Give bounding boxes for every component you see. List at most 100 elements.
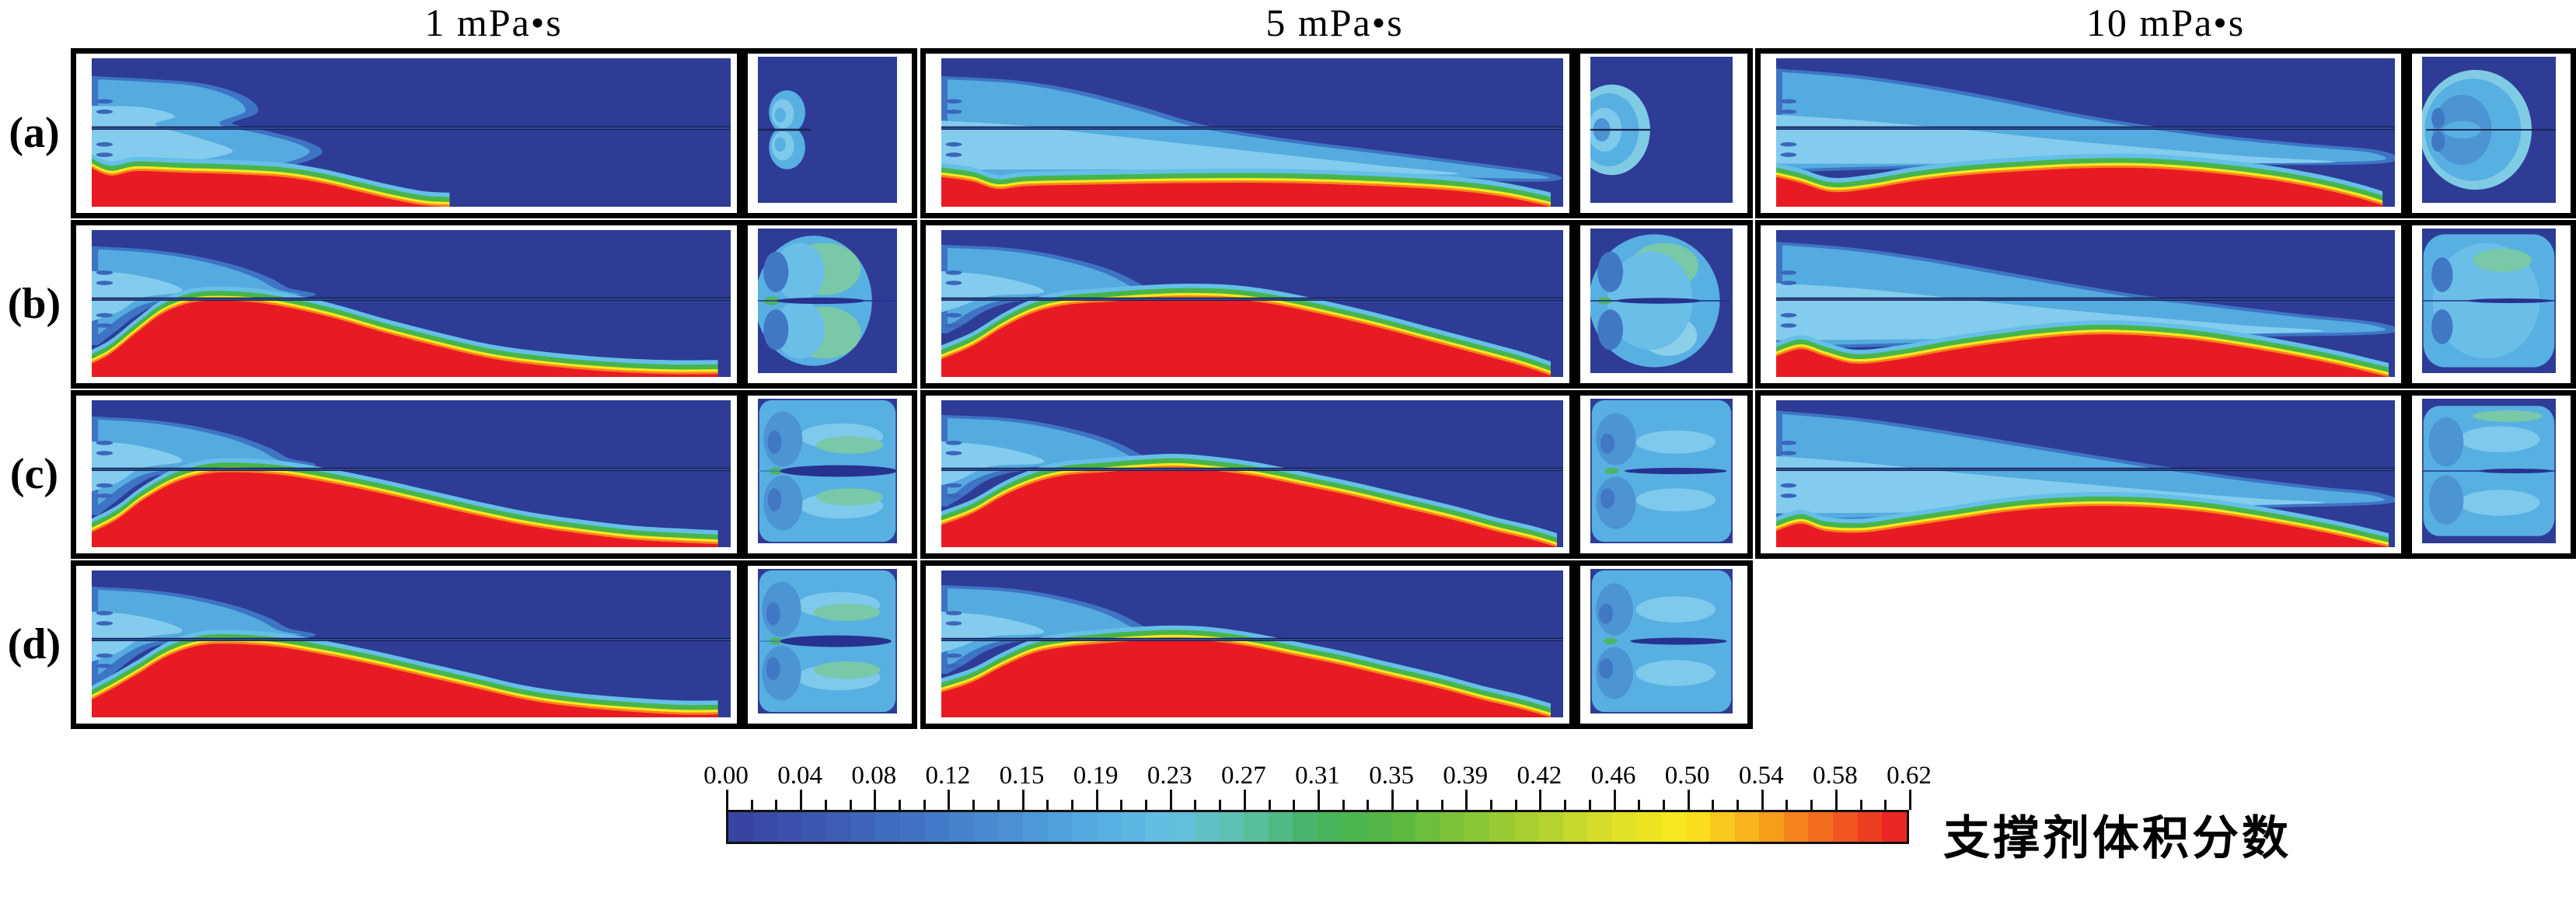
colorbar-minor-tick	[1638, 800, 1641, 810]
fracture-contour-b-5mPas	[920, 220, 1575, 389]
colorbar-band	[777, 812, 802, 842]
wellbore-section-c-1mPas	[742, 390, 917, 559]
colorbar-band	[1244, 812, 1269, 842]
colorbar-band	[1072, 812, 1097, 842]
colorbar-band	[1170, 812, 1195, 842]
colorbar-tick-label: 0.00	[703, 762, 749, 790]
colorbar-minor-tick	[1415, 800, 1419, 810]
colorbar-minor-tick	[1662, 800, 1665, 810]
fracture-contour-d-5mPas-plot	[941, 570, 1563, 717]
colorbar-band	[1587, 812, 1612, 842]
colorbar-tick-label: 0.19	[1073, 762, 1119, 790]
colorbar-minor-tick	[1120, 800, 1123, 810]
colorbar-band	[1734, 812, 1760, 842]
colorbar-band	[1121, 812, 1146, 842]
colorbar-minor-tick	[1046, 800, 1049, 810]
fracture-contour-c-10mPas-plot	[1776, 400, 2395, 547]
column-header-10mpas: 10 mPa•s	[2086, 1, 2246, 44]
fracture-contour-d-1mPas-plot	[92, 570, 731, 717]
colorbar-major-tick	[1465, 790, 1468, 810]
fracture-contour-d-5mPas	[920, 560, 1575, 729]
colorbar-tick-label: 0.08	[851, 762, 897, 790]
colorbar-minor-tick	[1564, 800, 1567, 810]
colorbar-minor-tick	[824, 800, 827, 810]
colorbar-tick-label: 0.62	[1887, 762, 1932, 790]
wellbore-section-d-1mPas	[742, 560, 917, 729]
colorbar-minor-tick	[972, 800, 976, 810]
colorbar-tick-label: 0.31	[1295, 762, 1340, 790]
colorbar-minor-tick	[1859, 800, 1862, 810]
colorbar-minor-tick	[775, 800, 778, 810]
colorbar-major-tick	[1318, 790, 1320, 810]
colorbar-band	[1022, 812, 1048, 842]
colorbar-tick-label: 0.42	[1517, 762, 1562, 790]
colorbar-band	[973, 812, 999, 842]
colorbar-major-tick	[1243, 790, 1246, 810]
fracture-contour-a-5mPas	[920, 48, 1575, 218]
colorbar-major-tick	[1909, 790, 1911, 810]
colorbar-minor-tick	[1070, 800, 1073, 810]
colorbar-major-tick	[1761, 790, 1764, 810]
wellbore-section-b-1mPas	[742, 220, 917, 389]
fracture-contour-a-5mPas-plot	[941, 58, 1563, 207]
colorbar-band	[949, 812, 974, 842]
colorbar-band	[1685, 812, 1711, 842]
colorbar-minor-tick	[1489, 800, 1492, 810]
fracture-contour-c-5mPas-plot	[941, 400, 1563, 547]
colorbar-band	[1464, 812, 1489, 842]
colorbar-ticks	[726, 788, 1911, 810]
wellbore-section-a-10mPas-plot	[2422, 57, 2556, 203]
colorbar-band	[752, 812, 778, 842]
wellbore-section-a-5mPas-plot	[1590, 57, 1733, 203]
colorbar-band	[1415, 812, 1440, 842]
colorbar-band	[1268, 812, 1293, 842]
colorbar-band	[1808, 812, 1834, 842]
colorbar-band	[1342, 812, 1367, 842]
colorbar-band	[1194, 812, 1220, 842]
colorbar-major-tick	[1095, 790, 1098, 810]
wellbore-section-a-5mPas	[1575, 48, 1753, 218]
fracture-contour-a-1mPas	[71, 48, 742, 218]
colorbar-minor-tick	[1588, 800, 1591, 810]
colorbar-tick-label: 0.04	[777, 762, 822, 790]
colorbar-tick-label: 0.27	[1221, 762, 1266, 790]
colorbar-band	[728, 812, 753, 842]
colorbar-minor-tick	[1293, 800, 1296, 810]
colorbar-major-tick	[948, 790, 951, 810]
colorbar-major-tick	[1021, 790, 1024, 810]
fracture-contour-b-5mPas-plot	[941, 230, 1563, 377]
colorbar-band	[1611, 812, 1637, 842]
colorbar-band	[826, 812, 851, 842]
colorbar-minor-tick	[1785, 800, 1789, 810]
colorbar-major-tick	[1834, 790, 1838, 810]
colorbar-minor-tick	[1342, 800, 1345, 810]
colorbar-band	[1367, 812, 1391, 842]
colorbar-major-tick	[1687, 790, 1690, 810]
colorbar-tick-label: 0.58	[1813, 762, 1858, 790]
colorbar-band	[1636, 812, 1661, 842]
colorbar-tick-label: 0.46	[1590, 762, 1636, 790]
colorbar-tick-labels: 0.00 0.04 0.08 0.12 0.15 0.19 0.23 0.27 0.31 0.35…	[703, 762, 1932, 790]
colorbar-major-tick	[800, 790, 803, 810]
colorbar-band	[875, 812, 901, 842]
colorbar-minor-tick	[1514, 800, 1517, 810]
colorbar-minor-tick	[1219, 800, 1222, 810]
row-label-d: (d)	[7, 620, 61, 668]
wellbore-section-c-10mPas	[2407, 390, 2576, 559]
fracture-contour-a-10mPas-plot	[1776, 58, 2395, 207]
colorbar-band	[1145, 812, 1171, 842]
colorbar-band	[1513, 812, 1539, 842]
colorbar-minor-tick	[1194, 800, 1197, 810]
column-header-1mpas: 1 mPa•s	[424, 1, 563, 44]
row-label-a: (a)	[9, 109, 60, 157]
fracture-contour-c-1mPas-plot	[92, 400, 731, 547]
row-label-c: (c)	[9, 450, 59, 498]
fracture-contour-b-1mPas	[71, 220, 742, 389]
colorbar-band	[1710, 812, 1735, 842]
wellbore-section-c-1mPas-plot	[758, 399, 897, 543]
wellbore-section-b-1mPas-plot	[758, 228, 897, 373]
colorbar-minor-tick	[1810, 800, 1813, 810]
colorbar-band	[1783, 812, 1809, 842]
wellbore-section-b-5mPas	[1575, 220, 1753, 389]
colorbar-band	[801, 812, 827, 842]
